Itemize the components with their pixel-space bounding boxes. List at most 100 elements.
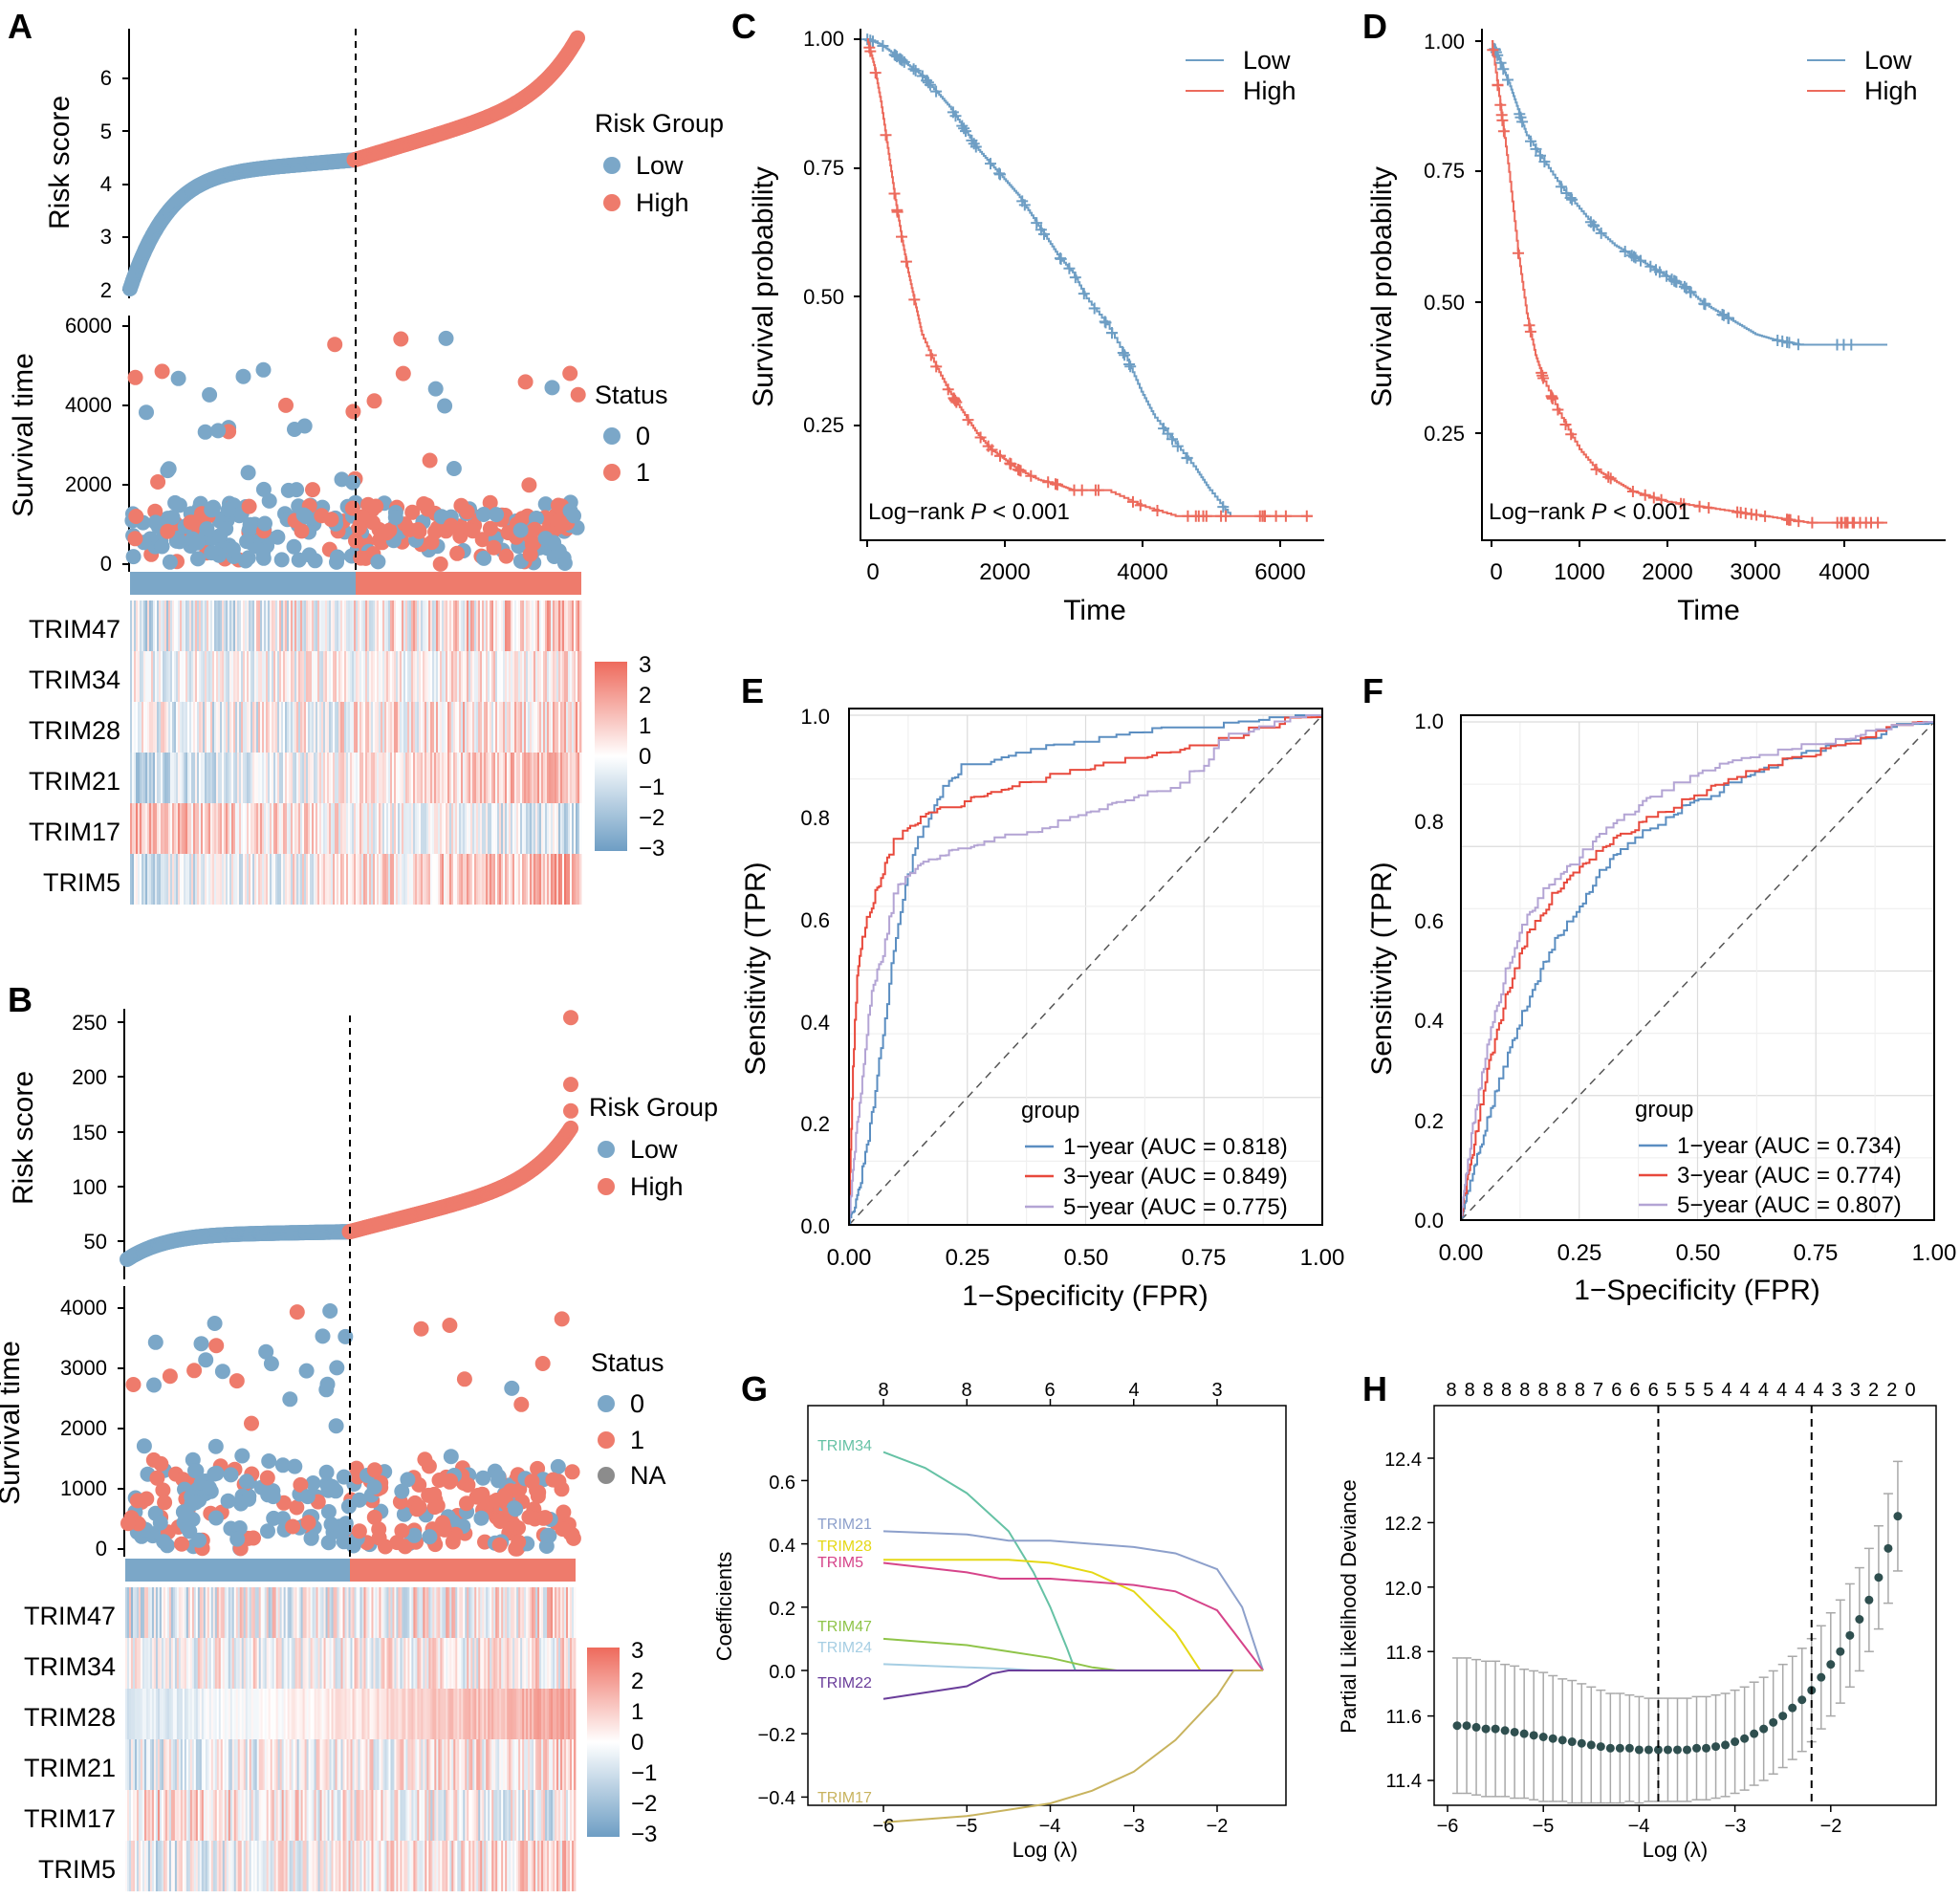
heatmap-cell (226, 600, 229, 651)
heatmap-cell (524, 651, 527, 702)
heatmap-cell (507, 651, 510, 702)
heatmap-cell (147, 803, 150, 854)
heatmap-cell (470, 651, 473, 702)
heatmap-cell (419, 600, 422, 651)
heatmap-cell (335, 753, 338, 803)
heatmap-cell (316, 753, 318, 803)
heatmap-cell (229, 803, 232, 854)
heatmap-cell (151, 702, 154, 753)
axes-frame (1481, 29, 1946, 541)
heatmap-cell (296, 600, 299, 651)
panel-d-legend: Low High (1807, 46, 1918, 105)
survival-point (278, 397, 294, 413)
ytick-label: 0.0 (800, 1214, 830, 1238)
heatmap-cell (509, 651, 512, 702)
heatmap-cell (138, 702, 141, 753)
heatmap-cell (436, 753, 439, 803)
heatmap-cell (235, 702, 238, 753)
heatmap-cell (231, 600, 234, 651)
heatmap-cell (185, 753, 188, 803)
heatmap-cell (229, 651, 232, 702)
heatmap-cell (264, 702, 267, 753)
panel-e-letter: E (741, 671, 764, 710)
heatmap-cell (528, 600, 531, 651)
heatmap-cell (197, 651, 200, 702)
heatmap-cell (310, 753, 313, 803)
heatmap-cell (224, 600, 227, 651)
heatmap-cell (298, 600, 301, 651)
heatmap-cell (484, 600, 487, 651)
heatmap-cell (363, 651, 366, 702)
censor-mark (1759, 510, 1772, 522)
heatmap-cell (576, 651, 578, 702)
heatmap-cell (285, 753, 288, 803)
heatmap-cell (283, 702, 286, 753)
heatmap-cell (306, 651, 309, 702)
heatmap-cell (243, 702, 246, 753)
heatmap-cell (444, 600, 446, 651)
heatmap-cell (304, 600, 307, 651)
heatmap-cell (333, 600, 336, 651)
survival-point (370, 554, 386, 570)
heatmap-cell (241, 803, 244, 854)
colorbar-tick: −2 (639, 805, 664, 831)
censor-mark (1497, 63, 1510, 76)
heatmap-cell (344, 651, 347, 702)
heatmap-cell (300, 651, 303, 702)
heatmap-cell (287, 600, 290, 651)
colorbar-tick: −1 (631, 1760, 657, 1786)
heatmap-cell (447, 753, 450, 803)
heatmap-cell (300, 702, 303, 753)
heatmap-cell (291, 803, 294, 854)
heatmap-cell (266, 702, 269, 753)
heatmap-cell (344, 600, 347, 651)
heatmap-cell (270, 753, 272, 803)
heatmap-cell (151, 651, 154, 702)
heatmap-cell (224, 803, 227, 854)
ytick-label: 1.0 (1414, 709, 1444, 733)
censor-mark (900, 255, 912, 268)
survival-point (193, 1336, 209, 1352)
heatmap-cell (252, 702, 255, 753)
survival-point (257, 515, 272, 532)
ytick-label: 0.6 (800, 908, 830, 932)
heatmap-cell (514, 651, 517, 702)
heatmap-cell (562, 702, 565, 753)
legend-status1-label: 1 (636, 458, 650, 487)
heatmap-cell (361, 600, 364, 651)
colorbar-tick: 0 (631, 1730, 643, 1756)
xlabel: Log (λ) (1013, 1838, 1078, 1862)
heatmap-cell (543, 651, 546, 702)
survival-point (482, 520, 498, 536)
survival-point (497, 1487, 513, 1503)
survival-point (344, 500, 360, 516)
heatmap-cell (484, 753, 487, 803)
heatmap-cell (258, 651, 261, 702)
heatmap-cell (293, 753, 295, 803)
heatmap-cell (440, 651, 443, 702)
heatmap-cell (247, 803, 250, 854)
heatmap-cell (170, 753, 173, 803)
survival-point (153, 1455, 169, 1472)
heatmap-cell (449, 600, 452, 651)
survival-point (534, 1356, 551, 1371)
heatmap-cell (312, 702, 315, 753)
heatmap-cell (142, 803, 144, 854)
heatmap-cell (425, 600, 427, 651)
heatmap-cell (231, 651, 234, 702)
heatmap-cell (205, 702, 207, 753)
heatmap-cell (323, 600, 326, 651)
heatmap-cell (273, 803, 276, 854)
heatmap-cell (568, 702, 571, 753)
heatmap-cell (514, 600, 517, 651)
heatmap-cell (467, 651, 469, 702)
ytick-label: −0.2 (758, 1725, 795, 1746)
heatmap-cell (316, 600, 318, 651)
heatmap-cell (275, 600, 278, 651)
heatmap-cell (327, 803, 330, 854)
colorbar-tick: 2 (639, 683, 651, 709)
heatmap-cell (228, 803, 230, 854)
heatmap-cell (159, 702, 162, 753)
heatmap-cell (270, 600, 272, 651)
heatmap-cell (367, 600, 370, 651)
